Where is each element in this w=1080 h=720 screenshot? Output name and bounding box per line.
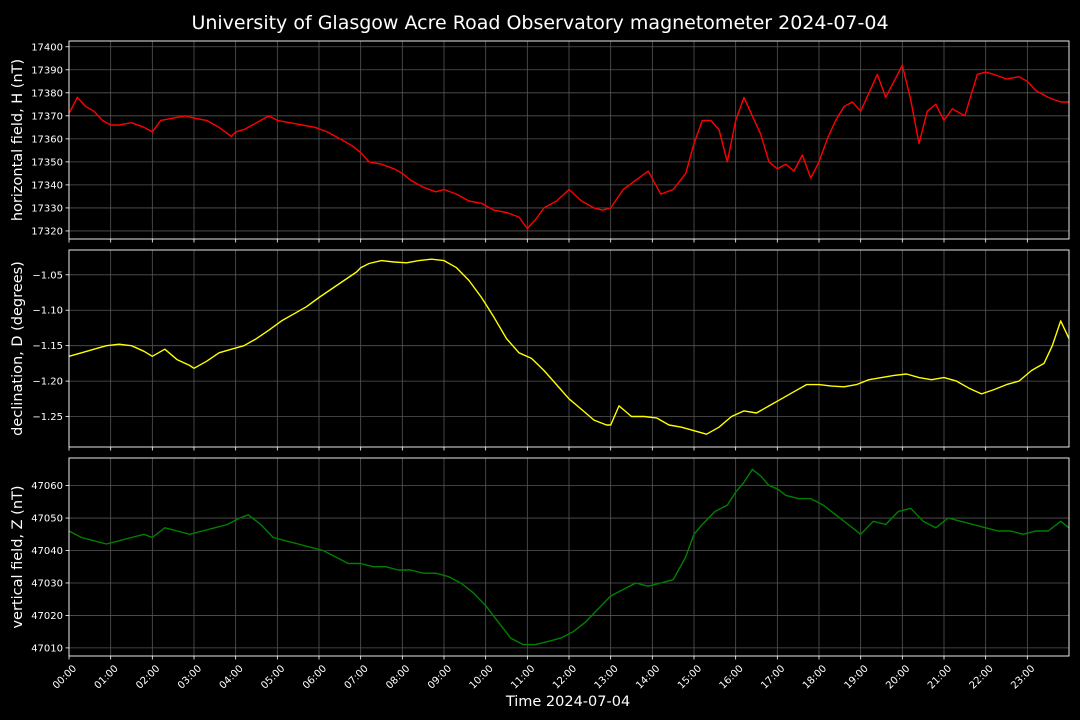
x-tick-label: 16:00 (718, 663, 746, 691)
y-tick-label: 17340 (31, 180, 63, 191)
x-tick-label: 20:00 (884, 663, 912, 691)
panel-1: 17320 17330 17340 17350 17360 17370 17380 17390… (10, 40, 1070, 243)
y-tick-label: 17390 (31, 65, 63, 76)
y-tick-label: 47040 (31, 546, 63, 557)
x-tick-label: 23:00 (1009, 663, 1037, 691)
y-tick-label: 17330 (31, 203, 63, 214)
x-tick-label: 06:00 (301, 663, 329, 691)
x-tick-label: 19:00 (843, 663, 871, 691)
y-tick-label: 17370 (31, 111, 63, 122)
y-tick-label: −1.20 (32, 377, 63, 388)
y-tick-label: −1.05 (32, 270, 63, 281)
x-tick-label: 11:00 (509, 663, 537, 691)
x-tick-label: 03:00 (176, 663, 204, 691)
y-tick-label: 17350 (31, 157, 63, 168)
panel-3: 47010 47020 47030 47040 47050 47060 vertical f… (10, 457, 1070, 660)
x-tick-label: 08:00 (384, 663, 412, 691)
y-tick-label: 47060 (31, 481, 63, 492)
y-axis-label: horizontal field, H (nT) (10, 59, 26, 221)
y-tick-label: −1.15 (32, 341, 63, 352)
x-tick-label: 21:00 (926, 663, 954, 691)
y-tick-label: 47020 (31, 611, 63, 622)
x-tick-label: 07:00 (343, 663, 371, 691)
x-tick-label: 18:00 (801, 663, 829, 691)
x-tick-label: 05:00 (259, 663, 287, 691)
y-axis-label: declination, D (degrees) (10, 261, 26, 436)
series-line (68, 64, 1069, 230)
chart-title: University of Glasgow Acre Road Observat… (191, 12, 888, 34)
y-tick-label: 17380 (31, 88, 63, 99)
series-line (68, 258, 1070, 435)
x-tick-label: 02:00 (134, 663, 162, 691)
y-tick-label: −1.10 (32, 306, 63, 317)
x-tick-label: 04:00 (218, 663, 246, 691)
y-tick-label: 47030 (31, 578, 63, 589)
y-tick-label: −1.25 (32, 412, 63, 423)
x-tick-label: 01:00 (93, 663, 121, 691)
axes-frame (68, 457, 1070, 657)
x-axis-label: Time 2024-07-04 (505, 694, 630, 710)
y-tick-label: 17320 (31, 226, 63, 237)
series-line (68, 468, 1070, 646)
y-tick-label: 47050 (31, 514, 63, 525)
x-tick-label: 12:00 (551, 663, 579, 691)
x-tick-label: 10:00 (468, 663, 496, 691)
x-tick-label: 22:00 (968, 663, 996, 691)
x-tick-label: 13:00 (593, 663, 621, 691)
panel-2: −1.25 −1.20 −1.15 −1.10 −1.05 declination, D … (10, 249, 1070, 451)
y-tick-label: 17360 (31, 134, 63, 145)
x-tick-label: 09:00 (426, 663, 454, 691)
panels-group: 17320 17330 17340 17350 17360 17370 17380 17390… (10, 40, 1070, 660)
axes-frame (68, 249, 1070, 448)
y-tick-label: 47010 (31, 643, 63, 654)
y-tick-label: 17400 (31, 42, 63, 53)
y-axis-label: vertical field, Z (nT) (10, 485, 26, 628)
x-tick-label: 15:00 (676, 663, 704, 691)
x-tick-label: 17:00 (759, 663, 787, 691)
x-axis-ticks: 00:00 01:00 02:00 03:00 04:00 05:00 06:00 07:00… (51, 663, 1037, 691)
x-tick-label: 14:00 (634, 663, 662, 691)
axes-frame (68, 40, 1070, 240)
x-tick-label: 00:00 (51, 663, 79, 691)
